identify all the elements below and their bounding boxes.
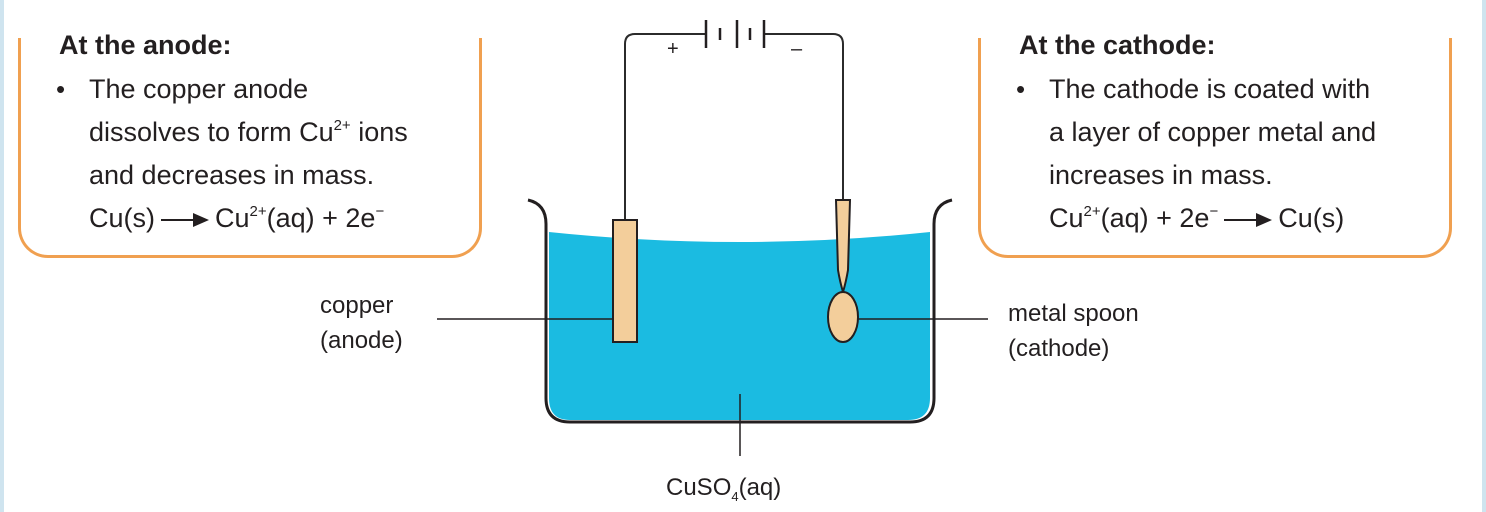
anode-line-2: dissolves to form Cu2+ ions bbox=[89, 117, 408, 148]
solution-formula: CuSO bbox=[666, 474, 732, 501]
reaction-arrow-icon bbox=[161, 213, 209, 227]
anode-box-title: At the anode: bbox=[59, 30, 232, 60]
anode-line-3: and decreases in mass. bbox=[89, 160, 375, 190]
cathode-equation: Cu2+(aq) + 2e− Cu(s) bbox=[1049, 203, 1344, 234]
cathode-eq-reactant-charge: 2+ bbox=[1083, 203, 1101, 220]
anode-label-line-2: (anode) bbox=[320, 327, 403, 354]
cathode-label-line-1: metal spoon bbox=[1008, 300, 1139, 327]
cathode-eq-reactant-rest: (aq) + 2e bbox=[1100, 203, 1210, 233]
anode-line-1: The copper anode bbox=[89, 74, 309, 104]
cathode-box-title: At the cathode: bbox=[1019, 30, 1216, 60]
battery-positive-sign: + bbox=[667, 38, 679, 60]
cathode-bullet: • bbox=[1016, 74, 1026, 104]
anode-eq-product-charge: 2+ bbox=[249, 203, 267, 220]
anode-line-2-end: ions bbox=[350, 117, 408, 147]
cathode-line-3: increases in mass. bbox=[1049, 160, 1273, 190]
cathode-label-line-2: (cathode) bbox=[1008, 335, 1110, 362]
anode-bullet: • bbox=[56, 74, 66, 104]
anode-eq-electron-charge: − bbox=[375, 203, 385, 220]
anode-equation: Cu(s) Cu2+(aq) + 2e− bbox=[89, 203, 384, 234]
anode-eq-product: Cu bbox=[215, 203, 250, 233]
anode-line-2-charge: 2+ bbox=[333, 117, 351, 134]
cathode-line-2: a layer of copper metal and bbox=[1049, 117, 1377, 147]
solution-subscript: 4 bbox=[731, 489, 739, 504]
anode-label-line-1: copper bbox=[320, 292, 394, 319]
anode-eq-product-rest: (aq) + 2e bbox=[266, 203, 376, 233]
cathode-eq-product: Cu(s) bbox=[1278, 203, 1345, 233]
battery-icon bbox=[704, 20, 766, 48]
cathode-eq-electron-charge: − bbox=[1209, 203, 1219, 220]
metal-spoon-cathode bbox=[827, 199, 859, 343]
cathode-line-1: The cathode is coated with bbox=[1049, 74, 1371, 104]
wire-right bbox=[764, 33, 844, 200]
cathode-label: metal spoon (cathode) bbox=[1008, 296, 1139, 366]
solution-label: CuSO4(aq) bbox=[666, 470, 781, 505]
copper-anode bbox=[612, 219, 638, 343]
wire-left bbox=[624, 33, 706, 220]
cathode-eq-reactant: Cu bbox=[1049, 203, 1084, 233]
solution-state: (aq) bbox=[738, 474, 782, 501]
battery-negative-sign: – bbox=[791, 38, 803, 60]
anode-line-2-text: dissolves to form Cu bbox=[89, 117, 334, 147]
anode-info-box: At the anode: • The copper anode dissolv… bbox=[18, 30, 482, 258]
anode-eq-reactant: Cu(s) bbox=[89, 203, 155, 233]
cuso4-solution bbox=[549, 232, 930, 420]
anode-label: copper (anode) bbox=[320, 288, 403, 358]
frame-left-edge bbox=[0, 0, 4, 512]
frame-right-edge bbox=[1482, 0, 1486, 512]
reaction-arrow-icon bbox=[1224, 213, 1273, 227]
cathode-info-box: At the cathode: • The cathode is coated … bbox=[978, 30, 1452, 258]
